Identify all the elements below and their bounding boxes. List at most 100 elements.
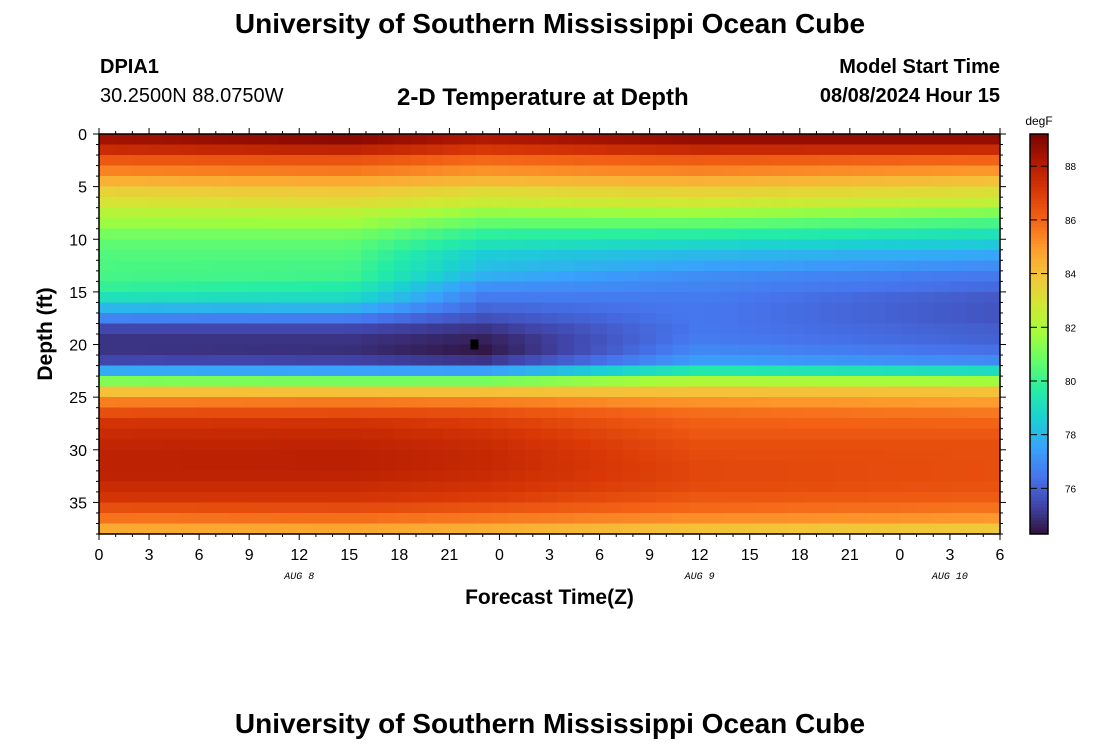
heatmap-cell	[361, 155, 379, 167]
heatmap-cell	[836, 344, 854, 356]
heatmap-cell	[541, 270, 559, 282]
heatmap-cell	[868, 207, 886, 219]
heatmap-cell	[426, 134, 444, 146]
heatmap-cell	[983, 397, 1001, 409]
heatmap-cell	[983, 270, 1001, 282]
heatmap-cell	[344, 365, 362, 377]
heatmap-cell	[803, 197, 821, 209]
heatmap-cell	[361, 481, 379, 493]
heatmap-cell	[426, 365, 444, 377]
heatmap-cell	[361, 218, 379, 230]
heatmap-cell	[131, 228, 149, 240]
heatmap-cell	[508, 481, 526, 493]
heatmap-cell	[836, 428, 854, 440]
heatmap-cell	[655, 176, 673, 188]
heatmap-cell	[623, 460, 641, 472]
heatmap-cell	[639, 281, 657, 293]
heatmap-cell	[213, 418, 231, 430]
heatmap-cell	[197, 428, 215, 440]
heatmap-cell	[148, 407, 166, 419]
heatmap-cell	[934, 302, 952, 314]
heatmap-cell	[754, 523, 772, 535]
heatmap-cell	[197, 218, 215, 230]
heatmap-cell	[213, 218, 231, 230]
heatmap-cell	[950, 376, 968, 388]
x-tick-label: 0	[95, 547, 104, 564]
heatmap-cell	[180, 418, 198, 430]
heatmap-cell	[852, 386, 870, 398]
heatmap-cell	[639, 144, 657, 156]
heatmap-cell	[705, 334, 723, 346]
colorbar-segment	[1030, 504, 1048, 508]
heatmap-cell	[770, 228, 788, 240]
heatmap-cell	[934, 323, 952, 335]
heatmap-cell	[541, 186, 559, 198]
heatmap-cell	[983, 228, 1001, 240]
heatmap-cell	[950, 491, 968, 504]
heatmap-cell	[983, 491, 1001, 504]
heatmap-cell	[148, 344, 166, 356]
heatmap-cell	[148, 249, 166, 261]
heatmap-cell	[639, 491, 657, 504]
colorbar-frame	[1029, 133, 1049, 535]
heatmap-cell	[852, 155, 870, 167]
heatmap-cell	[918, 197, 936, 209]
heatmap-cell	[819, 165, 837, 177]
heatmap-cell	[754, 512, 772, 525]
heatmap-cell	[213, 407, 231, 419]
heatmap-cell	[295, 186, 313, 198]
heatmap-cell	[737, 260, 755, 272]
heatmap-cell	[328, 155, 346, 167]
colorbar-segment	[1030, 320, 1048, 325]
heatmap-cell	[770, 502, 788, 514]
heatmap-cell	[164, 228, 182, 240]
colorbar-segment	[1030, 434, 1048, 438]
y-tick-label: 5	[78, 180, 87, 197]
heatmap-cell	[787, 155, 805, 167]
colorbar-segment	[1030, 464, 1048, 468]
heatmap-cell	[901, 491, 919, 504]
heatmap-cell	[950, 407, 968, 419]
heatmap-cell	[492, 428, 510, 440]
heatmap-cell	[295, 523, 313, 535]
heatmap-cell	[311, 165, 329, 177]
heatmap-cell	[311, 312, 329, 325]
heatmap-cell	[148, 449, 166, 461]
heatmap-cell	[213, 239, 231, 251]
heatmap-cell	[672, 502, 690, 514]
heatmap-cell	[967, 439, 985, 451]
colorbar-segment	[1030, 404, 1048, 408]
heatmap-cell	[836, 302, 854, 314]
heatmap-cell	[950, 428, 968, 440]
heatmap-cell	[787, 512, 805, 525]
heatmap-cell	[393, 407, 411, 419]
heatmap-cell	[737, 428, 755, 440]
heatmap-cell	[852, 439, 870, 451]
heatmap-cell	[197, 323, 215, 335]
heatmap-cell	[180, 155, 198, 167]
heatmap-cell	[410, 523, 428, 535]
heatmap-cell	[377, 397, 395, 409]
heatmap-cell	[459, 165, 477, 177]
heatmap-cell	[262, 481, 280, 493]
heatmap-cell	[443, 207, 460, 219]
heatmap-cell	[115, 502, 133, 514]
heatmap-cell	[737, 502, 755, 514]
heatmap-cell	[377, 355, 395, 367]
heatmap-cell	[672, 218, 690, 230]
heatmap-cell	[246, 176, 264, 188]
heatmap-cell	[246, 281, 264, 293]
heatmap-cell	[197, 197, 215, 209]
colorbar-segment	[1030, 494, 1048, 498]
colorbar-segment	[1030, 467, 1048, 472]
heatmap-cell	[557, 134, 575, 146]
heatmap-cell	[885, 207, 903, 219]
heatmap-cell	[393, 502, 411, 514]
heatmap-cell	[459, 281, 477, 293]
heatmap-cell	[131, 355, 149, 367]
heatmap-cell	[819, 249, 837, 261]
heatmap-cell	[803, 418, 821, 430]
heatmap-cell	[557, 239, 575, 251]
heatmap-cell	[410, 176, 428, 188]
heatmap-cell	[131, 291, 149, 304]
